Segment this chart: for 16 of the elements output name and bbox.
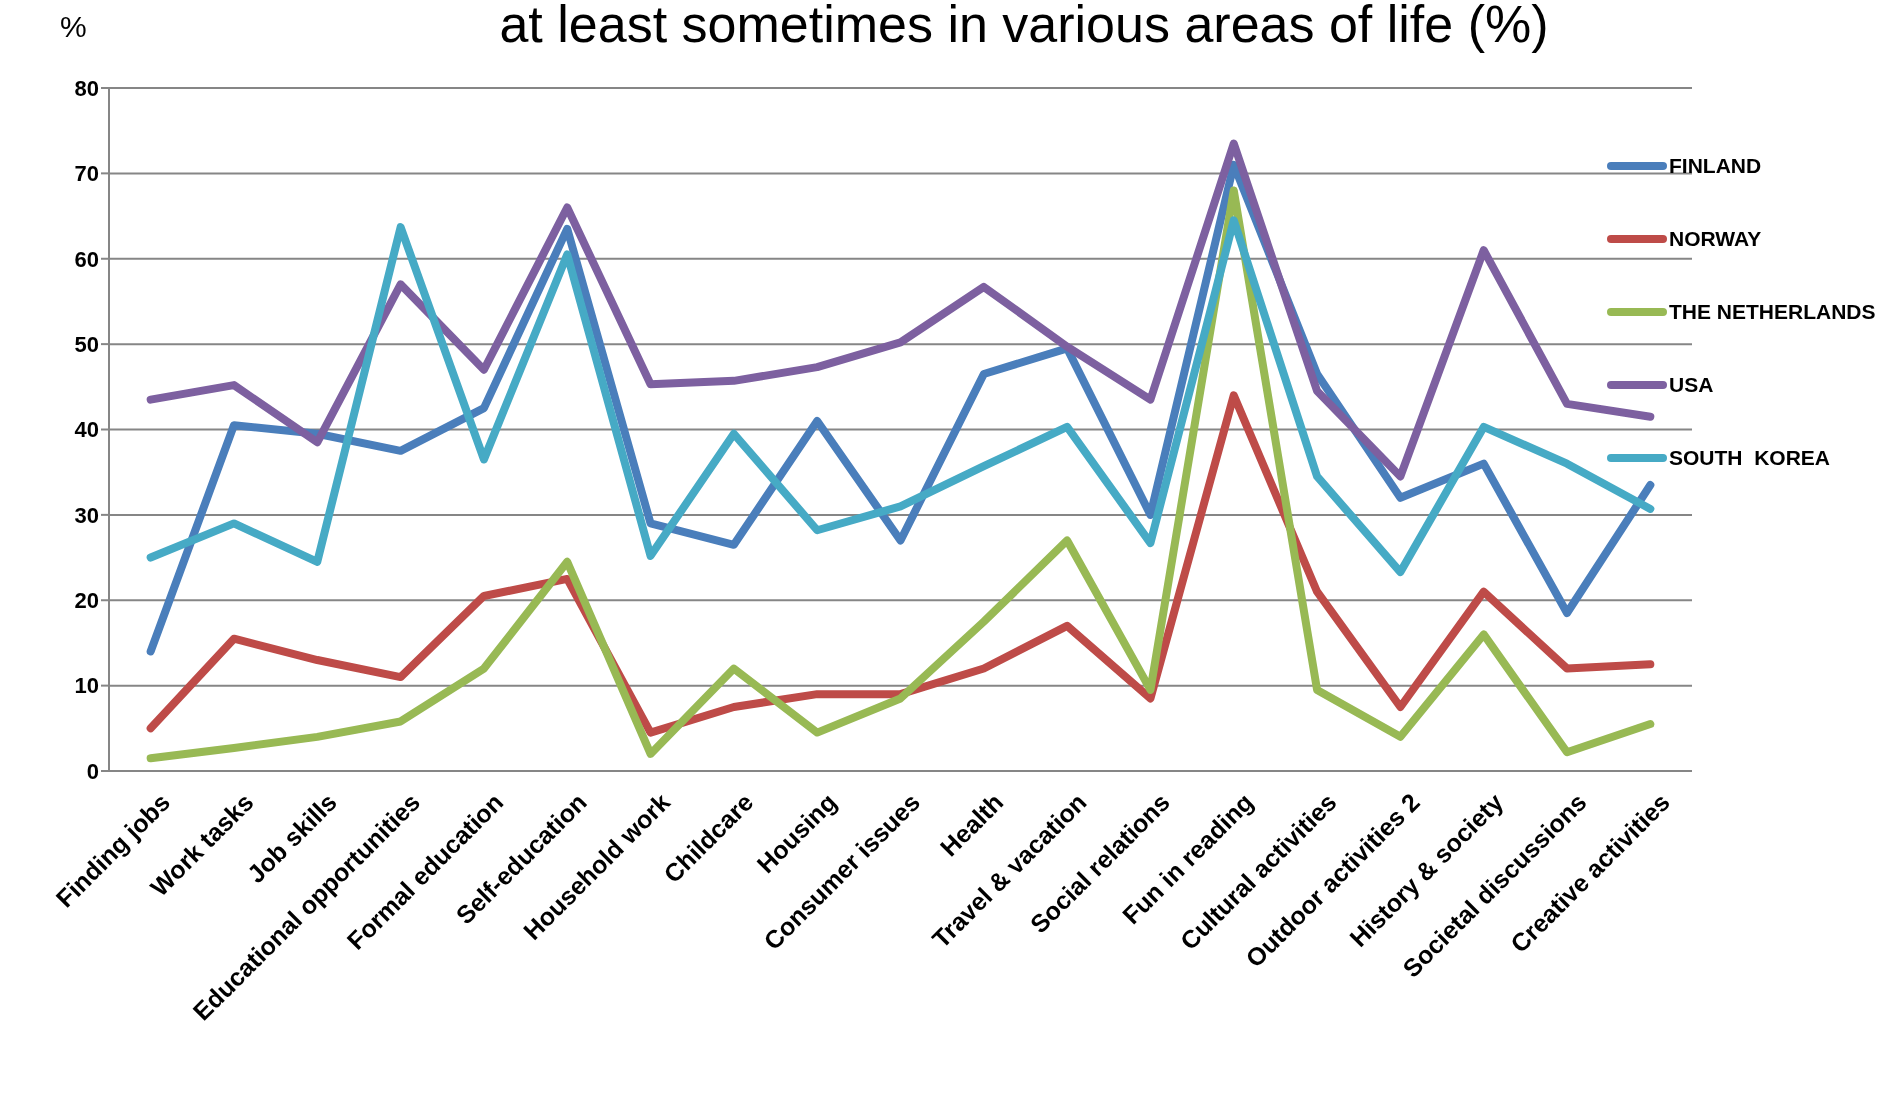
chart-title: at least sometimes in various areas of life (%) xyxy=(499,0,1549,53)
y-tick-label: 80 xyxy=(74,75,99,101)
y-tick-label: 50 xyxy=(74,331,99,357)
legend-label: SOUTH KOREA xyxy=(1669,446,1831,470)
y-tick-label: 0 xyxy=(86,758,99,784)
y-tick-label: 60 xyxy=(74,246,99,272)
y-tick-label: 10 xyxy=(74,673,99,699)
y-tick-label: 20 xyxy=(74,588,99,614)
legend-label: USA xyxy=(1669,373,1714,397)
legend-label: NORWAY xyxy=(1669,227,1762,251)
y-axis-title: % xyxy=(60,10,87,44)
y-tick-label: 40 xyxy=(74,417,99,443)
legend-label: THE NETHERLANDS xyxy=(1669,300,1876,324)
legend-label: FINLAND xyxy=(1669,154,1762,178)
y-tick-label: 30 xyxy=(74,502,99,528)
y-tick-label: 70 xyxy=(74,161,99,187)
